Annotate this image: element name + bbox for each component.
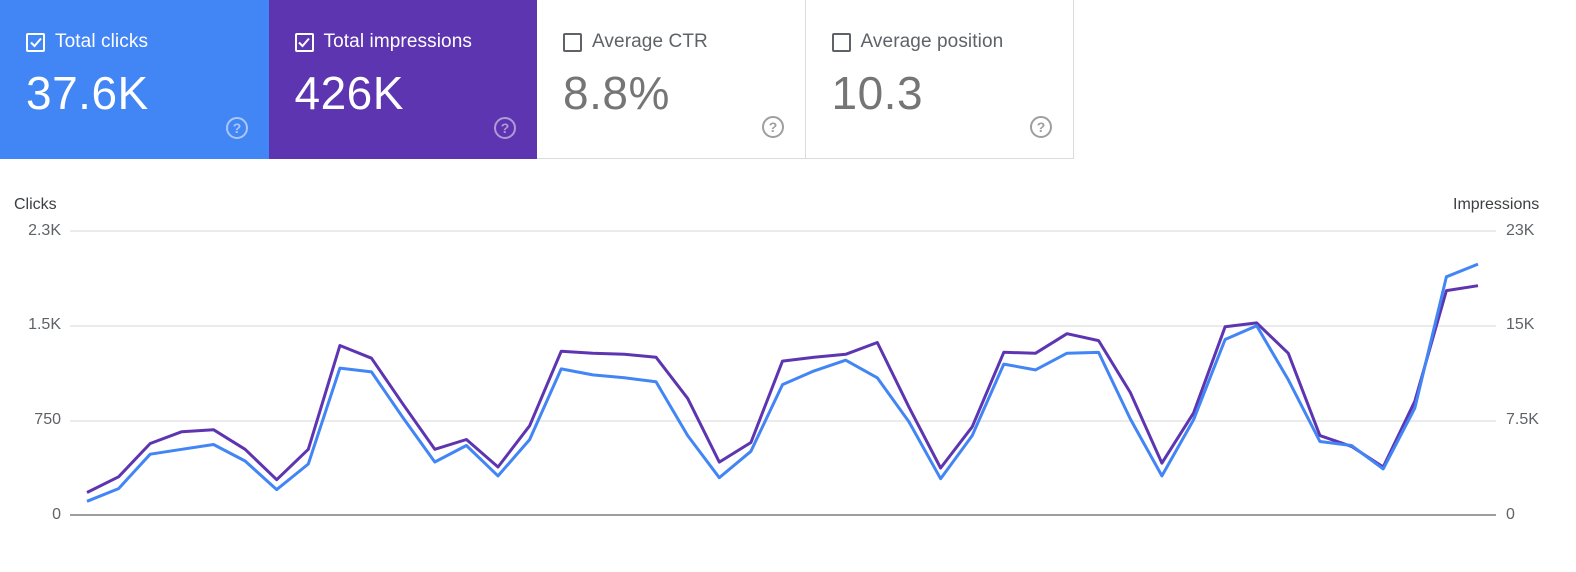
left-tick-label: 2.3K: [28, 222, 61, 239]
clicks-line: [86, 262, 1479, 503]
right-tick-label: 7.5K: [1506, 411, 1539, 428]
help-circle-icon[interactable]: ?: [225, 116, 249, 140]
right-tick-label: 0: [1506, 506, 1515, 523]
svg-text:?: ?: [1037, 119, 1046, 135]
checkbox-checked-icon[interactable]: [26, 32, 45, 52]
help-circle-icon[interactable]: ?: [761, 115, 785, 139]
card-value: 426K: [294, 67, 404, 119]
card-label: Total impressions: [323, 31, 472, 52]
help-circle-icon[interactable]: ?: [1029, 115, 1053, 139]
right-tick-label: 23K: [1506, 222, 1535, 239]
left-tick-label: 1.5K: [28, 316, 61, 333]
checkbox-unchecked-icon[interactable]: [563, 32, 582, 52]
left-tick-label: 750: [34, 411, 61, 428]
svg-text:?: ?: [768, 119, 777, 135]
card-value: 37.6K: [26, 67, 149, 119]
metric-cards: Total clicks 37.6K ? Total impressions 4…: [0, 0, 1074, 159]
card-average-ctr[interactable]: Average CTR 8.8% ?: [537, 0, 806, 159]
card-total-impressions[interactable]: Total impressions 426K ?: [268, 0, 537, 159]
right-tick-label: 15K: [1506, 316, 1535, 333]
left-tick-label: 0: [52, 506, 61, 523]
card-total-clicks[interactable]: Total clicks 37.6K ?: [0, 0, 269, 159]
card-average-position[interactable]: Average position 10.3 ?: [805, 0, 1074, 159]
card-value: 10.3: [831, 67, 924, 119]
card-label: Total clicks: [55, 31, 149, 52]
svg-text:?: ?: [501, 120, 510, 136]
card-value: 8.8%: [563, 67, 670, 119]
svg-text:?: ?: [232, 120, 241, 136]
card-label: Average position: [860, 31, 1004, 52]
checkbox-unchecked-icon[interactable]: [831, 32, 851, 52]
impressions-line: [86, 284, 1479, 494]
left-axis-title: Clicks: [14, 196, 57, 213]
right-axis-title: Impressions: [1453, 196, 1540, 213]
help-circle-icon[interactable]: ?: [493, 116, 517, 140]
checkbox-checked-icon[interactable]: [294, 32, 314, 52]
card-label: Average CTR: [592, 31, 708, 52]
